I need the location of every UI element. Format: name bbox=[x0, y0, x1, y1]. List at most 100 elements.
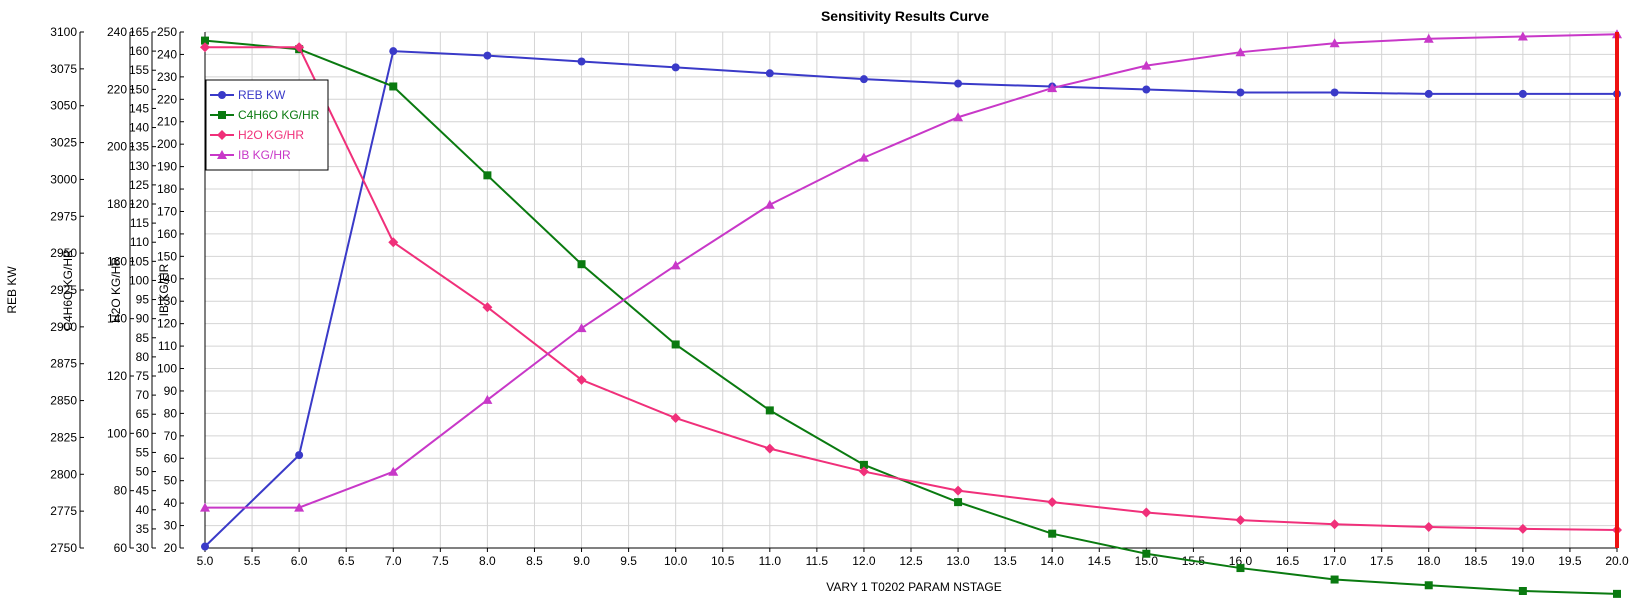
h2o-tick-label: 75 bbox=[136, 369, 150, 383]
data-point bbox=[764, 443, 775, 454]
ib-tick-label: 210 bbox=[157, 115, 177, 129]
data-point bbox=[294, 42, 305, 53]
h2o-tick-label: 35 bbox=[136, 522, 150, 536]
ib-tick-label: 120 bbox=[157, 317, 177, 331]
data-point bbox=[1423, 521, 1434, 532]
x-tick-label: 13.0 bbox=[946, 554, 970, 568]
series-line bbox=[205, 33, 1618, 509]
ib-tick-label: 80 bbox=[164, 406, 178, 420]
h2o-tick-label: 55 bbox=[136, 445, 150, 459]
data-point bbox=[671, 340, 680, 349]
data-point bbox=[576, 323, 587, 333]
data-point bbox=[670, 260, 681, 270]
h2o-tick-label: 70 bbox=[136, 388, 150, 402]
data-point bbox=[1235, 47, 1246, 57]
x-tick-label: 16.5 bbox=[1276, 554, 1300, 568]
x-tick-label: 19.0 bbox=[1511, 554, 1535, 568]
legend-label: C4H6O KG/HR bbox=[238, 108, 320, 122]
ib-tick-label: 50 bbox=[164, 474, 178, 488]
data-point bbox=[1613, 589, 1621, 598]
data-point bbox=[1518, 89, 1527, 98]
h2o-tick-label: 30 bbox=[136, 541, 150, 555]
c4-tick-label: 180 bbox=[107, 197, 127, 211]
data-point bbox=[295, 451, 304, 460]
ib-tick-label: 190 bbox=[157, 160, 177, 174]
data-point bbox=[482, 302, 493, 313]
h2o-tick-label: 165 bbox=[129, 25, 149, 39]
series-group bbox=[200, 29, 1622, 598]
ib-tick-label: 40 bbox=[164, 496, 178, 510]
legend-label: H2O KG/HR bbox=[238, 128, 304, 142]
ib-axis-label: IB KG/HR bbox=[157, 263, 171, 316]
c4-tick-label: 100 bbox=[107, 426, 127, 440]
h2o-tick-label: 150 bbox=[129, 82, 149, 96]
reb-tick-label: 2900 bbox=[50, 320, 77, 334]
ib-tick-label: 20 bbox=[164, 541, 178, 555]
data-point bbox=[200, 502, 210, 512]
axes: 5.0 5.5 6.0 6.5 7.0 7.5 8.0 8.5 9.0 9.5 10.0 10.5 11… bbox=[5, 25, 1629, 568]
h2o-tick-label: 40 bbox=[136, 503, 150, 517]
x-tick-label: 10.5 bbox=[711, 554, 735, 568]
c4-tick-label: 240 bbox=[107, 25, 127, 39]
data-point bbox=[482, 394, 493, 404]
x-tick-label: 14.5 bbox=[1088, 554, 1112, 568]
data-point bbox=[1518, 587, 1527, 595]
data-point bbox=[858, 466, 869, 477]
data-point bbox=[201, 36, 209, 45]
x-tick-label: 7.0 bbox=[385, 554, 402, 568]
legend[interactable]: REB KW C4H6O KG/HR H2O KG/HR IB KG/HR bbox=[205, 79, 329, 171]
data-point bbox=[1330, 575, 1339, 584]
h2o-tick-label: 50 bbox=[136, 465, 150, 479]
legend-item[interactable]: IB KG/HR bbox=[210, 148, 291, 162]
data-point bbox=[953, 112, 964, 122]
series-c4h6o-kg-hr bbox=[201, 36, 1621, 598]
data-point bbox=[1047, 497, 1058, 508]
data-point bbox=[577, 260, 586, 269]
h2o-tick-label: 90 bbox=[136, 312, 150, 326]
data-point bbox=[671, 63, 680, 72]
series-h2o-kg-hr bbox=[200, 42, 1622, 536]
x-tick-label: 18.5 bbox=[1464, 554, 1488, 568]
reb-tick-label: 2825 bbox=[50, 430, 77, 444]
data-point bbox=[1236, 564, 1245, 573]
data-point bbox=[1424, 89, 1433, 98]
data-point bbox=[859, 75, 868, 84]
data-point bbox=[1142, 549, 1151, 558]
h2o-tick-label: 80 bbox=[136, 350, 150, 364]
ib-tick-label: 160 bbox=[157, 227, 177, 241]
h2o-tick-label: 120 bbox=[129, 197, 149, 211]
reb-tick-label: 2775 bbox=[50, 504, 77, 518]
c4-tick-label: 80 bbox=[114, 484, 128, 498]
legend-item[interactable]: C4H6O KG/HR bbox=[210, 108, 320, 122]
ib-tick-label: 200 bbox=[157, 137, 177, 151]
reb-tick-label: 2875 bbox=[50, 357, 77, 371]
h2o-tick-label: 135 bbox=[129, 140, 149, 154]
legend-item[interactable]: REB KW bbox=[210, 88, 286, 102]
data-point bbox=[294, 502, 305, 512]
data-point bbox=[1236, 88, 1245, 97]
h2o-tick-label: 100 bbox=[129, 273, 149, 287]
reb-tick-label: 2950 bbox=[50, 246, 77, 260]
ib-tick-label: 60 bbox=[164, 451, 178, 465]
h2o-tick-label: 95 bbox=[136, 293, 150, 307]
x-axis-label: VARY 1 T0202 PARAM NSTAGE bbox=[826, 580, 1001, 594]
h2o-axis-label: H2O KG/HR bbox=[109, 257, 123, 323]
reb-tick-label: 3025 bbox=[50, 136, 77, 150]
data-point bbox=[576, 374, 587, 385]
ib-tick-label: 150 bbox=[157, 249, 177, 263]
series-line bbox=[204, 39, 1618, 595]
h2o-tick-label: 130 bbox=[129, 159, 149, 173]
reb-tick-label: 3075 bbox=[50, 62, 77, 76]
x-tick-label: 11.0 bbox=[759, 554, 782, 568]
data-point bbox=[1141, 60, 1152, 70]
chart-title: Sensitivity Results Curve bbox=[821, 8, 989, 24]
h2o-tick-label: 155 bbox=[129, 63, 149, 77]
h2o-tick-label: 140 bbox=[129, 121, 149, 135]
c4-tick-label: 200 bbox=[107, 140, 127, 154]
data-point bbox=[858, 152, 869, 162]
data-point bbox=[954, 79, 963, 88]
legend-item[interactable]: H2O KG/HR bbox=[210, 128, 304, 142]
ib-tick-label: 240 bbox=[157, 47, 177, 61]
data-point bbox=[388, 237, 399, 248]
data-point bbox=[1329, 519, 1340, 530]
